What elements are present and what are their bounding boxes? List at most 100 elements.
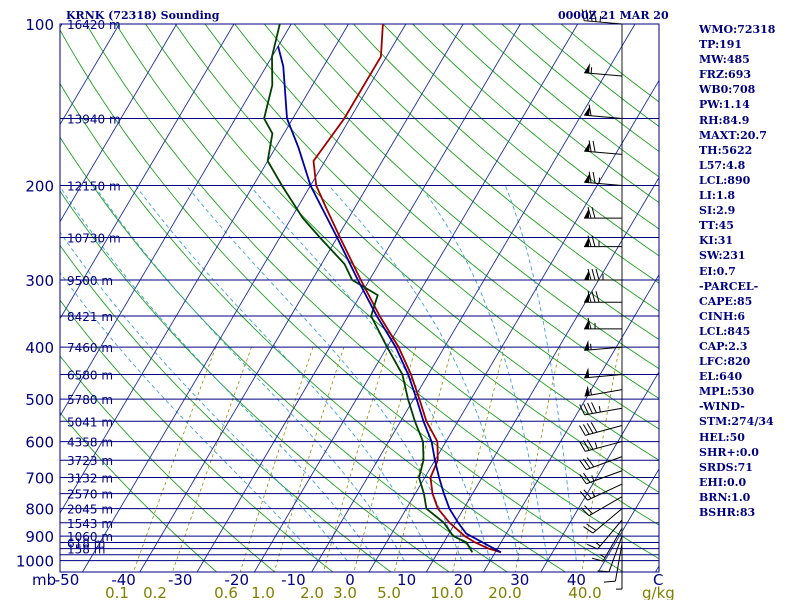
mixing-ratio-line xyxy=(273,346,345,572)
height-label: 3132 m xyxy=(67,472,113,486)
dry-adiabat xyxy=(353,24,659,284)
series-parcel xyxy=(277,45,502,554)
barb-flag xyxy=(584,385,590,397)
barb-half xyxy=(591,475,595,482)
barb-half xyxy=(591,491,596,497)
barb-shaft xyxy=(585,425,623,436)
barb-full xyxy=(581,9,585,21)
index-item: KI:31 xyxy=(699,234,734,248)
isotherm xyxy=(82,24,407,572)
mixing-ratio-line xyxy=(323,346,389,572)
barb-full xyxy=(586,523,597,531)
barb-full xyxy=(604,580,616,583)
wind-barb xyxy=(579,422,623,436)
barb-full xyxy=(593,10,597,22)
barb-full xyxy=(592,140,596,153)
index-item: HEL:50 xyxy=(699,430,745,444)
index-item: STM:274/34 xyxy=(699,415,774,429)
isotherm xyxy=(368,79,659,572)
barb-full xyxy=(588,104,592,116)
barb-full xyxy=(588,140,592,152)
mixing-ratio-line xyxy=(172,346,252,572)
isotherm xyxy=(139,24,464,572)
barb-full xyxy=(587,317,592,330)
isotherm xyxy=(254,24,579,572)
index-item: TH:5622 xyxy=(699,143,753,157)
barb-full xyxy=(590,422,598,433)
barb-half xyxy=(599,554,606,559)
barb-flag xyxy=(584,339,590,351)
isotherm xyxy=(60,24,292,417)
dry-adiabat xyxy=(293,24,659,341)
barb-flag xyxy=(584,208,589,219)
dry-adiabat xyxy=(382,24,659,257)
dry-adiabat xyxy=(60,299,334,572)
barb-full xyxy=(579,460,587,470)
height-label: 8421 m xyxy=(67,310,113,324)
dry-adiabat xyxy=(174,24,659,461)
height-label: 13940 m xyxy=(67,112,121,126)
barb-full xyxy=(587,206,592,219)
wind-barb xyxy=(616,551,623,590)
index-item: CINH:6 xyxy=(699,309,746,323)
barb-shaft xyxy=(592,508,623,534)
index-item: EHI:0.0 xyxy=(699,475,747,489)
mixing-ratio-label: 20.0 xyxy=(488,584,521,600)
plot-area xyxy=(0,24,659,572)
barb-shaft xyxy=(614,543,623,582)
pressure-tick-label: 500 xyxy=(25,391,54,409)
barb-shaft xyxy=(588,496,623,517)
isotherm xyxy=(597,468,659,572)
barb-full xyxy=(584,505,593,515)
index-item: WMO:72318 xyxy=(699,23,776,36)
dry-adiabat xyxy=(60,244,392,572)
wind-barb xyxy=(581,9,623,25)
barb-full xyxy=(595,291,600,303)
index-item: BRN:1.0 xyxy=(699,490,751,504)
temp-tick-label: 40 xyxy=(567,571,586,589)
pressure-tick-label: 700 xyxy=(25,470,54,488)
height-label: 5041 m xyxy=(67,415,113,429)
y-axis-unit: mb xyxy=(32,571,56,589)
pressure-tick-label: 600 xyxy=(25,434,54,452)
dry-adiabat xyxy=(60,190,450,572)
pressure-tick-label: 400 xyxy=(25,339,54,357)
dry-adiabat xyxy=(85,24,659,560)
index-item: TP:191 xyxy=(699,38,743,52)
isotherm xyxy=(311,24,636,572)
barb-flag xyxy=(584,63,590,74)
index-item: EI:0.7 xyxy=(699,264,736,278)
barb-shaft xyxy=(584,346,623,351)
index-item: MW:485 xyxy=(699,53,750,67)
wind-barb xyxy=(583,508,623,534)
x-axis-unit: C xyxy=(653,571,663,589)
temp-tick-label: -20 xyxy=(225,571,250,589)
wind-barb xyxy=(584,367,623,379)
mixing-ratio-line xyxy=(133,346,217,572)
barb-shaft xyxy=(584,181,623,187)
isotherm xyxy=(0,24,5,572)
wind-barb xyxy=(579,439,623,452)
wind-barb xyxy=(584,206,622,219)
temp-tick-label: -10 xyxy=(281,571,306,589)
temp-tick-label: 20 xyxy=(454,571,473,589)
index-item: SI:2.9 xyxy=(699,204,736,218)
barb-flag xyxy=(584,318,589,329)
mixing-ratio-label: 5.0 xyxy=(377,584,401,600)
barb-shaft xyxy=(584,72,623,77)
index-item: -PARCEL- xyxy=(699,279,759,293)
barb-half xyxy=(590,67,593,74)
wind-barb xyxy=(579,470,623,485)
barb-shaft xyxy=(597,519,623,550)
pressure-tick-label: 900 xyxy=(25,528,54,546)
height-label: 16420 m xyxy=(67,18,121,32)
moist-adiabat xyxy=(328,185,520,561)
height-label: 12150 m xyxy=(67,180,121,194)
barb-shaft xyxy=(587,483,623,501)
index-item: LI:1.8 xyxy=(699,189,736,203)
barb-full xyxy=(595,268,600,281)
index-item: MPL:530 xyxy=(699,385,755,399)
temp-tick-label: -50 xyxy=(55,571,80,589)
barb-full xyxy=(591,557,604,562)
